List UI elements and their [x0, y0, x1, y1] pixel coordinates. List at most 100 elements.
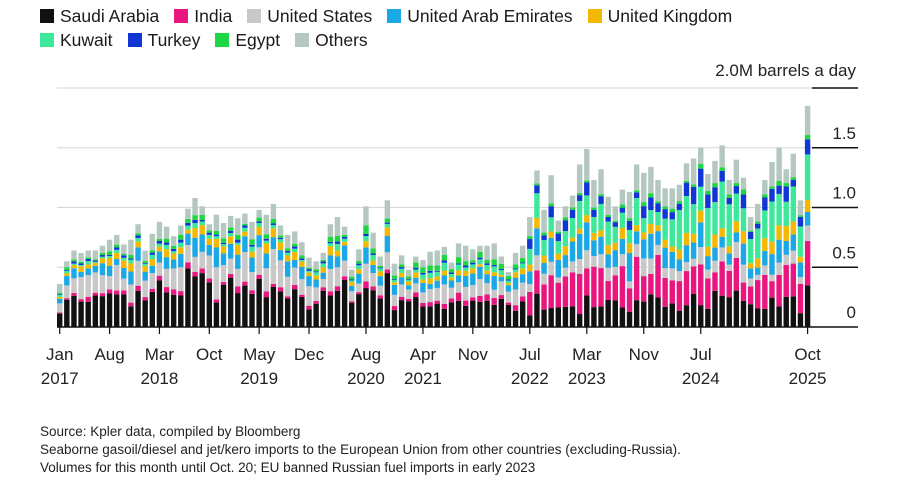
- bar-segment-united-states: [462, 286, 469, 301]
- bar-segment-egypt: [491, 259, 497, 265]
- month-bar-10: [128, 239, 134, 327]
- bar-segment-kuwait: [462, 267, 469, 271]
- bar-segment-united-kingdom: [78, 266, 84, 272]
- bar-segment-united-arab-emirates: [555, 259, 561, 278]
- bar-segment-kuwait: [584, 195, 590, 216]
- legend-item-egypt: Egypt: [215, 30, 280, 51]
- bar-segment-india: [527, 292, 533, 316]
- bar-segment-united-arab-emirates: [776, 239, 782, 263]
- bar-segment-saudi-arabia: [128, 306, 134, 327]
- bar-segment-saudi-arabia: [797, 313, 804, 327]
- bar-segment-kuwait: [776, 193, 782, 226]
- bar-segment-united-states: [733, 242, 740, 258]
- bar-segment-united-kingdom: [477, 264, 483, 267]
- bar-segment-others: [156, 221, 163, 239]
- bar-segment-turkey: [519, 262, 526, 264]
- bar-segment-egypt: [270, 219, 277, 224]
- bar-segment-egypt: [591, 207, 597, 210]
- bar-segment-united-arab-emirates: [121, 267, 127, 279]
- bar-segment-egypt: [263, 234, 269, 239]
- bar-segment-india: [149, 288, 156, 292]
- bar-segment-kuwait: [448, 273, 455, 278]
- month-bar-17: [178, 225, 184, 327]
- bar-segment-egypt: [71, 259, 77, 262]
- bar-segment-india: [306, 305, 312, 310]
- bar-segment-turkey: [448, 272, 455, 274]
- x-tick-year-label: 2023: [568, 369, 606, 388]
- month-bar-66: [527, 217, 533, 327]
- legend-item-united-kingdom: United Kingdom: [587, 6, 732, 27]
- bar-segment-others: [776, 147, 782, 181]
- bar-segment-saudi-arabia: [106, 293, 113, 327]
- bar-segment-kuwait: [491, 266, 497, 273]
- bar-segment-india: [170, 289, 177, 295]
- bar-segment-united-arab-emirates: [484, 274, 490, 284]
- bar-segment-united-kingdom: [648, 224, 654, 234]
- bar-segment-kuwait: [420, 274, 426, 280]
- bar-segment-turkey: [541, 235, 547, 240]
- bar-segment-others: [121, 244, 127, 254]
- bar-segment-others: [71, 250, 77, 260]
- month-bar-100: [769, 162, 775, 327]
- bar-segment-others: [377, 256, 383, 266]
- bar-segment-united-states: [584, 250, 590, 269]
- bar-segment-saudi-arabia: [740, 300, 747, 327]
- month-bar-32: [284, 234, 291, 327]
- bar-segment-india: [142, 297, 148, 301]
- bar-segment-united-states: [762, 265, 768, 275]
- bar-segment-saudi-arabia: [762, 308, 768, 327]
- bar-segment-egypt: [662, 206, 668, 210]
- bar-segment-kuwait: [705, 207, 711, 247]
- bar-segment-united-arab-emirates: [755, 267, 761, 275]
- bar-segment-united-arab-emirates: [242, 236, 248, 253]
- bar-segment-egypt: [213, 230, 220, 235]
- y-unit-label: 2.0M barrels a day: [715, 61, 856, 80]
- bar-segment-kuwait: [427, 272, 433, 279]
- bar-segment-united-arab-emirates: [106, 265, 113, 277]
- bar-segment-united-states: [776, 262, 782, 275]
- bar-segment-others: [128, 239, 134, 255]
- bar-segment-united-arab-emirates: [648, 233, 654, 259]
- month-bar-61: [491, 243, 497, 327]
- bar-segment-turkey: [341, 237, 348, 239]
- bar-segment-kuwait: [377, 268, 383, 272]
- bar-segment-egypt: [733, 183, 740, 187]
- bar-segment-india: [185, 262, 191, 269]
- bar-segment-kuwait: [498, 270, 505, 275]
- bar-segment-united-kingdom: [676, 249, 683, 260]
- bar-segment-turkey: [534, 185, 540, 194]
- bar-segment-united-states: [213, 267, 220, 300]
- bar-segment-saudi-arabia: [363, 288, 369, 327]
- bar-segment-others: [341, 226, 348, 235]
- bar-segment-india: [633, 256, 640, 301]
- bar-segment-united-kingdom: [555, 253, 561, 260]
- bar-segment-united-kingdom: [740, 231, 747, 244]
- bar-segment-united-arab-emirates: [690, 242, 697, 259]
- month-bar-5: [92, 250, 99, 327]
- bar-segment-united-arab-emirates: [655, 231, 661, 245]
- bar-segment-egypt: [256, 217, 262, 222]
- bar-segment-united-kingdom: [363, 241, 369, 248]
- month-bar-49: [406, 269, 412, 327]
- bar-segment-united-arab-emirates: [591, 240, 597, 257]
- bar-segment-india: [498, 295, 505, 299]
- bar-segment-egypt: [726, 194, 732, 198]
- bar-segment-saudi-arabia: [434, 303, 440, 327]
- bar-segment-saudi-arabia: [121, 294, 127, 327]
- bar-segment-united-kingdom: [534, 217, 540, 229]
- bar-segment-india: [648, 274, 654, 295]
- legend-label-others: Others: [315, 29, 368, 50]
- bar-segment-united-kingdom: [783, 226, 789, 241]
- x-tick-year-label: 2021: [404, 369, 442, 388]
- bar-segment-others: [484, 245, 490, 260]
- bar-segment-saudi-arabia: [313, 303, 319, 327]
- bar-segment-egypt: [142, 260, 148, 263]
- month-bar-57: [462, 245, 469, 327]
- bar-segment-turkey: [299, 258, 305, 260]
- bar-segment-saudi-arabia: [235, 293, 241, 327]
- month-bar-76: [598, 169, 604, 327]
- bar-segment-united-states: [384, 252, 391, 270]
- x-tick-year-label: 2019: [240, 369, 278, 388]
- bar-segment-turkey: [284, 250, 291, 253]
- bar-segment-india: [755, 280, 761, 309]
